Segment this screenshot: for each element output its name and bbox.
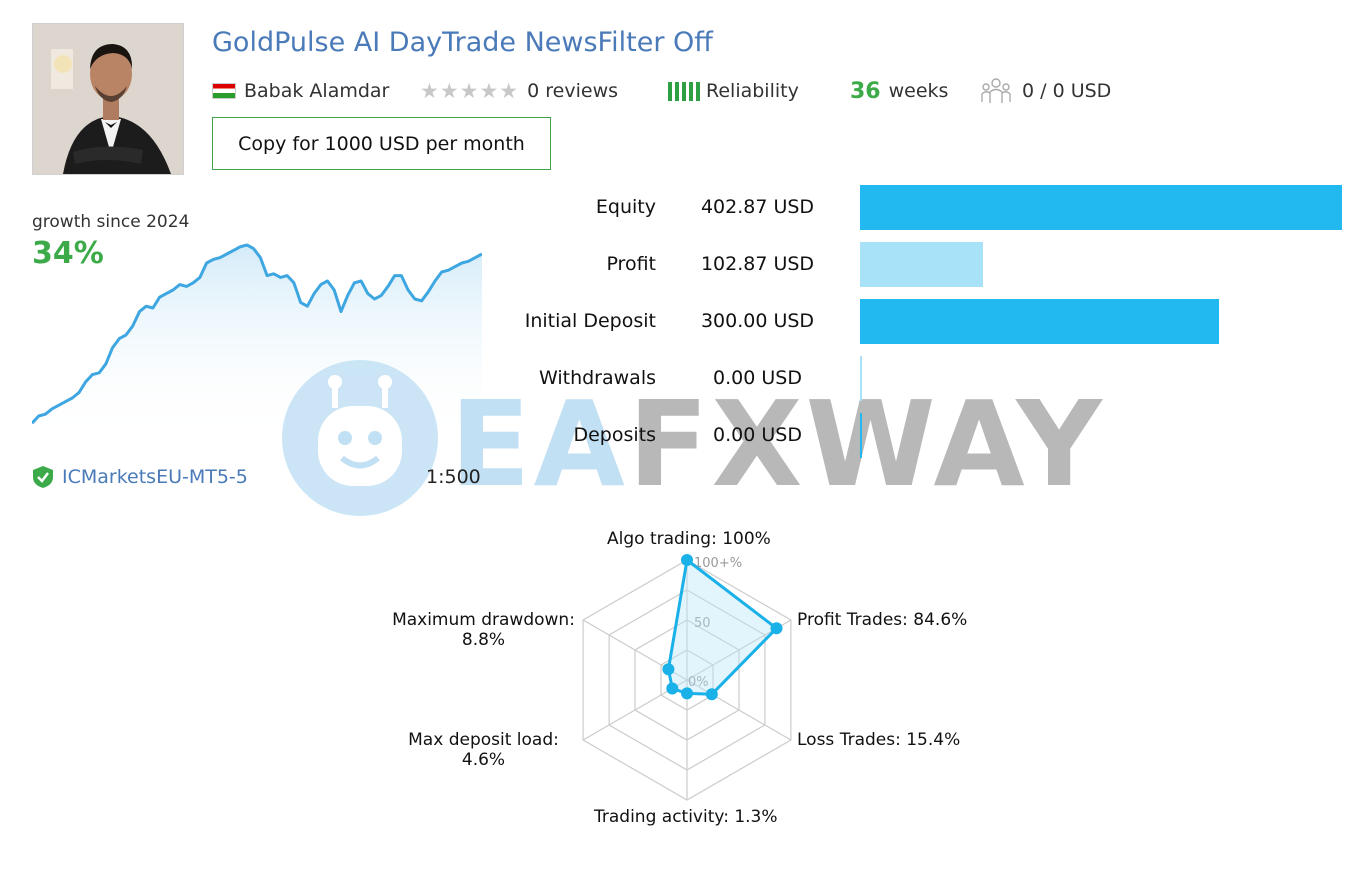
equity-value: 402.87 USD bbox=[700, 196, 815, 218]
radar-tick-100: 100+% bbox=[694, 556, 742, 571]
radar-label-trading-activity: Trading activity: 1.3% bbox=[594, 807, 778, 827]
watermark-logo: EAFXWAY bbox=[450, 375, 1105, 513]
radar-label-max-deposit-load: Max deposit load: 4.6% bbox=[390, 730, 577, 770]
radar-label-profit-trades: Profit Trades: 84.6% bbox=[797, 610, 968, 630]
weeks-value: 36 bbox=[850, 78, 881, 104]
author-row[interactable]: Babak Alamdar bbox=[212, 78, 389, 104]
equity-label: Equity bbox=[595, 196, 656, 218]
radar-tick-50: 50 bbox=[694, 616, 711, 631]
radar-point bbox=[705, 688, 718, 701]
initial-deposit-label: Initial Deposit bbox=[524, 310, 656, 332]
radar-point bbox=[666, 682, 679, 695]
verified-shield-icon bbox=[33, 466, 53, 488]
growth-line bbox=[32, 243, 482, 425]
radar-point bbox=[681, 554, 693, 566]
initial-deposit-value: 300.00 USD bbox=[700, 310, 815, 332]
author-avatar[interactable] bbox=[32, 23, 184, 175]
radar-label-loss-trades: Loss Trades: 15.4% bbox=[797, 730, 961, 750]
radar-label-max-deposit-load-value: 4.6% bbox=[461, 750, 506, 770]
radar-point bbox=[681, 687, 693, 700]
deposits-label: Deposits bbox=[573, 424, 656, 446]
watermark-part1: EA bbox=[450, 375, 628, 513]
growth-label: growth since 2024 bbox=[32, 212, 190, 232]
person-portrait-icon bbox=[33, 24, 183, 174]
radar-chart[interactable]: 100+% 50 0% bbox=[560, 540, 820, 820]
author-name[interactable]: Babak Alamdar bbox=[244, 80, 390, 102]
withdrawals-label: Withdrawals bbox=[538, 367, 656, 389]
robot-logo-icon bbox=[282, 360, 438, 516]
radar-label-maximum-drawdown-title: Maximum drawdown: bbox=[392, 610, 575, 630]
hungary-flag-icon bbox=[212, 83, 236, 99]
radar-label-max-deposit-load-title: Max deposit load: bbox=[408, 730, 559, 750]
equity-bar bbox=[860, 185, 1342, 230]
rating-stars-icon: ★★★★★ bbox=[420, 79, 520, 103]
reliability-row: Reliability bbox=[668, 78, 799, 104]
deposits-bar bbox=[860, 413, 862, 458]
subscribers-value: 0 / 0 USD bbox=[1022, 80, 1112, 102]
radar-label-maximum-drawdown-value: 8.8% bbox=[461, 630, 506, 650]
profit-bar bbox=[860, 242, 983, 287]
weeks-row: 36 weeks bbox=[850, 78, 948, 104]
copy-subscribe-button[interactable]: Copy for 1000 USD per month bbox=[212, 117, 551, 170]
broker-row[interactable]: ICMarketsEU-MT5-5 bbox=[32, 465, 248, 489]
subscribers-icon bbox=[981, 78, 1011, 103]
watermark-part2: FXWAY bbox=[627, 375, 1105, 513]
radar-point bbox=[770, 622, 783, 635]
initial-deposit-bar bbox=[860, 299, 1219, 344]
radar-grid bbox=[582, 559, 792, 801]
weeks-label: weeks bbox=[888, 80, 949, 102]
leverage-value: 1:500 bbox=[426, 466, 481, 488]
withdrawals-value: 0.00 USD bbox=[713, 367, 802, 389]
subscribers-row: 0 / 0 USD bbox=[980, 78, 1111, 104]
profit-label: Profit bbox=[606, 253, 656, 275]
radar-label-maximum-drawdown: Maximum drawdown: 8.8% bbox=[390, 610, 577, 650]
deposits-value: 0.00 USD bbox=[713, 424, 802, 446]
copy-button-label: Copy for 1000 USD per month bbox=[238, 132, 525, 155]
profit-value: 102.87 USD bbox=[700, 253, 815, 275]
withdrawals-bar bbox=[860, 356, 862, 401]
reliability-bars-icon bbox=[668, 81, 700, 101]
radar-points bbox=[662, 554, 783, 701]
radar-tick-0: 0% bbox=[688, 675, 709, 690]
broker-name[interactable]: ICMarketsEU-MT5-5 bbox=[62, 466, 248, 488]
radar-grid-spoke bbox=[686, 679, 792, 741]
radar-point bbox=[662, 663, 675, 676]
growth-value: 34% bbox=[32, 236, 104, 271]
reliability-label: Reliability bbox=[706, 80, 799, 102]
reviews-count[interactable]: 0 reviews bbox=[527, 80, 619, 102]
reviews-row[interactable]: ★★★★★ 0 reviews bbox=[420, 78, 618, 104]
radar-label-algo-trading: Algo trading: 100% bbox=[607, 529, 771, 549]
signal-title[interactable]: GoldPulse AI DayTrade NewsFilter Off bbox=[212, 27, 713, 58]
